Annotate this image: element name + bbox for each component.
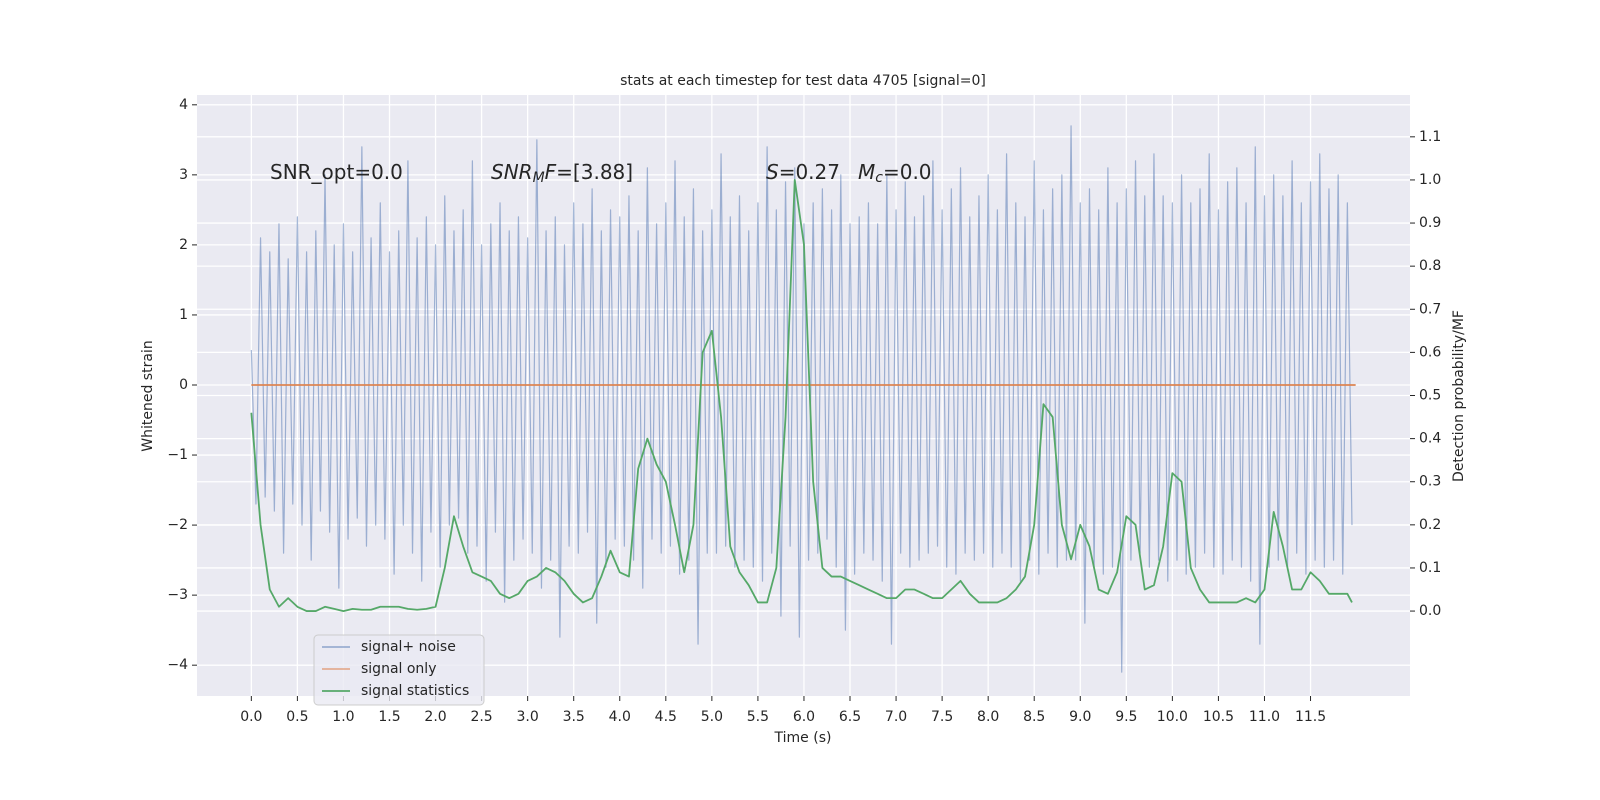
y2-tick-label: 0.8 xyxy=(1419,258,1441,274)
x-tick-label: 6.0 xyxy=(793,709,815,725)
x-tick-label: 7.5 xyxy=(931,709,953,725)
x-tick-label: 1.5 xyxy=(378,709,400,725)
x-tick-label: 0.0 xyxy=(240,709,262,725)
y2-tick-label: 1.0 xyxy=(1419,172,1441,188)
y2-axis-label: Detection probability/MF xyxy=(1451,310,1467,482)
x-tick-label: 6.5 xyxy=(839,709,861,725)
annotation: Mc=0.0 xyxy=(858,160,932,187)
annotation-part: =0.0 xyxy=(883,160,932,184)
x-tick-label: 1.0 xyxy=(332,709,354,725)
x-tick-label: 5.0 xyxy=(701,709,723,725)
x-tick-label: 4.5 xyxy=(655,709,677,725)
annotation-part: SNR xyxy=(491,160,533,184)
y-tick-label: −2 xyxy=(167,517,188,533)
annotation-part: =0.27 xyxy=(779,160,840,184)
annotation-part: c xyxy=(875,170,883,186)
y2-tick-label: 1.1 xyxy=(1419,129,1441,145)
y-tick-label: −3 xyxy=(167,587,188,603)
x-tick-label: 4.0 xyxy=(609,709,631,725)
x-tick-label: 11.0 xyxy=(1249,709,1280,725)
chart-title: stats at each timestep for test data 470… xyxy=(620,73,986,89)
y-tick-label: 1 xyxy=(179,307,188,323)
annotation-part: SNR_opt=0.0 xyxy=(270,160,403,184)
annotation-part: =[3.88] xyxy=(556,160,633,184)
x-tick-label: 8.5 xyxy=(1023,709,1045,725)
annotation-part: M xyxy=(533,170,545,186)
x-tick-label: 10.0 xyxy=(1157,709,1188,725)
series-line xyxy=(250,179,1353,612)
series-line xyxy=(250,125,1353,673)
x-tick-label: 9.0 xyxy=(1069,709,1091,725)
y2-tick-label: 0.9 xyxy=(1419,215,1441,231)
x-tick-label: 2.0 xyxy=(424,709,446,725)
y2-tick-label: 0.3 xyxy=(1419,474,1441,490)
x-tick-label: 7.0 xyxy=(885,709,907,725)
x-tick-label: 3.5 xyxy=(563,709,585,725)
legend-label: signal only xyxy=(361,661,436,677)
y-tick-label: −1 xyxy=(167,447,188,463)
legend xyxy=(313,634,485,706)
y2-tick-label: 0.4 xyxy=(1419,431,1441,447)
x-tick-label: 8.0 xyxy=(977,709,999,725)
y-tick-label: 2 xyxy=(179,237,188,253)
y2-tick-label: 0.7 xyxy=(1419,301,1441,317)
y2-tick-label: 0.6 xyxy=(1419,344,1441,360)
y-tick-label: 3 xyxy=(179,167,188,183)
y2-tick-label: 0.0 xyxy=(1419,603,1441,619)
y2-tick-label: 0.5 xyxy=(1419,388,1441,404)
annotation: SNRMF=[3.88] xyxy=(491,160,633,187)
x-tick-label: 9.5 xyxy=(1115,709,1137,725)
y-tick-label: 0 xyxy=(179,377,188,393)
annotation-part: F xyxy=(545,160,557,184)
x-tick-label: 11.5 xyxy=(1295,709,1326,725)
x-tick-label: 0.5 xyxy=(286,709,308,725)
legend-label: signal statistics xyxy=(361,683,469,699)
x-tick-label: 5.5 xyxy=(747,709,769,725)
annotation-part: S xyxy=(766,160,779,184)
x-tick-label: 10.5 xyxy=(1203,709,1234,725)
y2-tick-label: 0.2 xyxy=(1419,517,1441,533)
y-tick-label: 4 xyxy=(179,97,188,113)
x-axis-label: Time (s) xyxy=(774,730,832,746)
annotation-part: M xyxy=(858,160,875,184)
y-axis-label: Whitened strain xyxy=(140,340,156,451)
x-tick-label: 2.5 xyxy=(470,709,492,725)
y2-tick-label: 0.1 xyxy=(1419,560,1441,576)
annotation: S=0.27 xyxy=(766,160,840,184)
y-tick-label: −4 xyxy=(167,657,188,673)
annotation: SNR_opt=0.0 xyxy=(270,160,403,184)
x-tick-label: 3.0 xyxy=(517,709,539,725)
legend-label: signal+ noise xyxy=(361,639,456,655)
